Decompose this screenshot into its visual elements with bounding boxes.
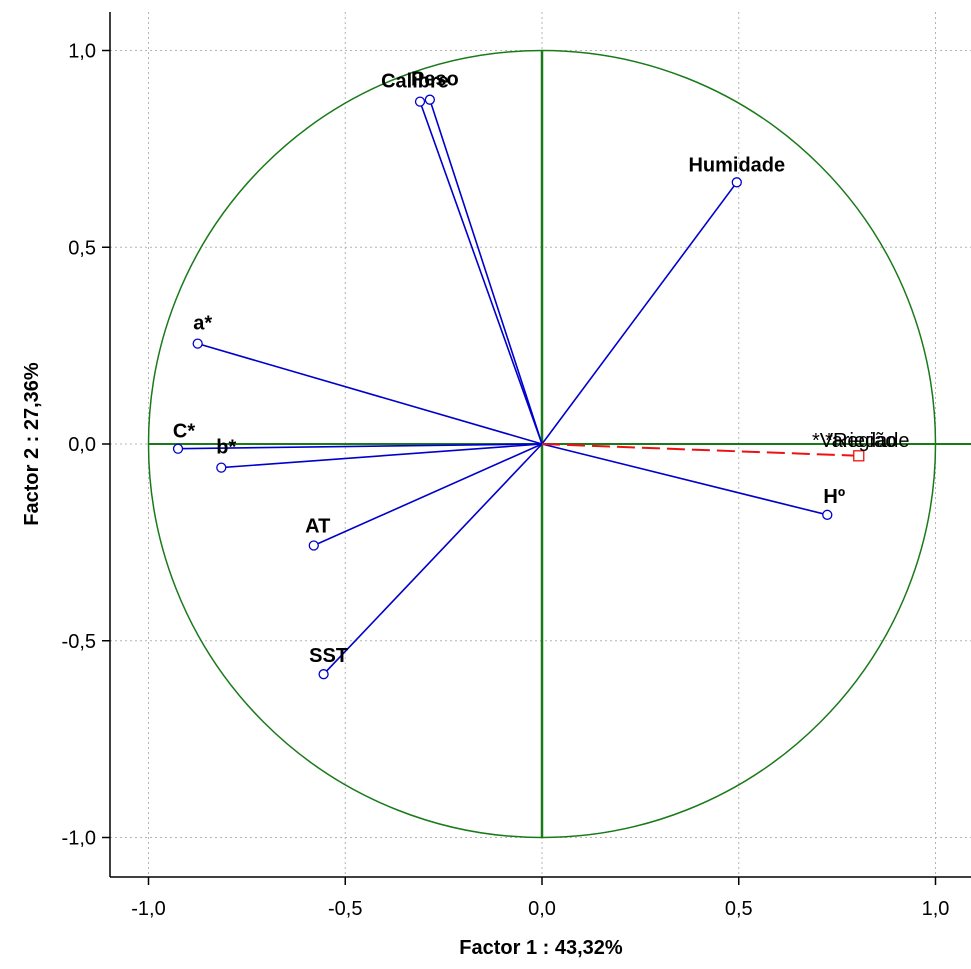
label-SST: SST [309,645,348,667]
label-b*: b* [216,437,236,459]
label-supplementary: *Variedade [812,430,909,452]
point-b* [216,462,227,473]
point-Calibre [414,96,426,107]
vector-SST [323,443,543,675]
x-tick-label: 0,5 [725,898,753,920]
label-supplementary: *Região [825,430,896,452]
y-tick-label: 0,0 [68,434,96,456]
x-tick-label: 0,0 [528,898,556,920]
label-Peso: Peso [411,69,459,91]
point-SST [318,669,329,680]
vector-b* [221,443,543,469]
label-AT: AT [305,516,330,538]
x-tick-label: 1,0 [922,898,950,920]
vector-AT [313,443,543,547]
point-Humidade [731,177,742,188]
vector-a* [197,342,543,445]
vector-Peso [429,99,543,445]
label-Humidade: Humidade [688,154,785,176]
x-tick-label: -0,5 [328,898,362,920]
y-axis-title: Factor 2 : 27,36% [21,362,43,526]
label-Hº: Hº [823,486,845,508]
label-a*: a* [193,313,212,335]
vector-C* [178,443,543,450]
supplementary-vector [541,443,859,457]
vector-Hº [541,443,828,516]
x-tick-label: -1,0 [131,898,165,920]
point-C* [172,443,184,454]
x-axis-title: Factor 1 : 43,32% [459,937,623,959]
point-Peso [424,94,436,105]
vector-Humidade [541,181,738,445]
y-tick-label: 1,0 [68,41,96,63]
label-C*: C* [173,421,195,443]
point-a* [192,338,203,349]
y-tick-label: -0,5 [62,631,96,653]
y-tick-label: -1,0 [62,828,96,850]
point-AT [308,540,319,551]
vector-Calibre [419,101,543,445]
label-Calibre: Calibre [381,71,449,93]
point-Hº [822,509,833,520]
y-tick-label: 0,5 [68,237,96,259]
axis-ticks: -1,0 -0,5 0,0 0,5 1,0 -1,0 -0,5 0,0 0,5 1,0 [62,41,950,921]
supplementary-point [853,450,865,462]
variable-vectors [172,94,865,680]
